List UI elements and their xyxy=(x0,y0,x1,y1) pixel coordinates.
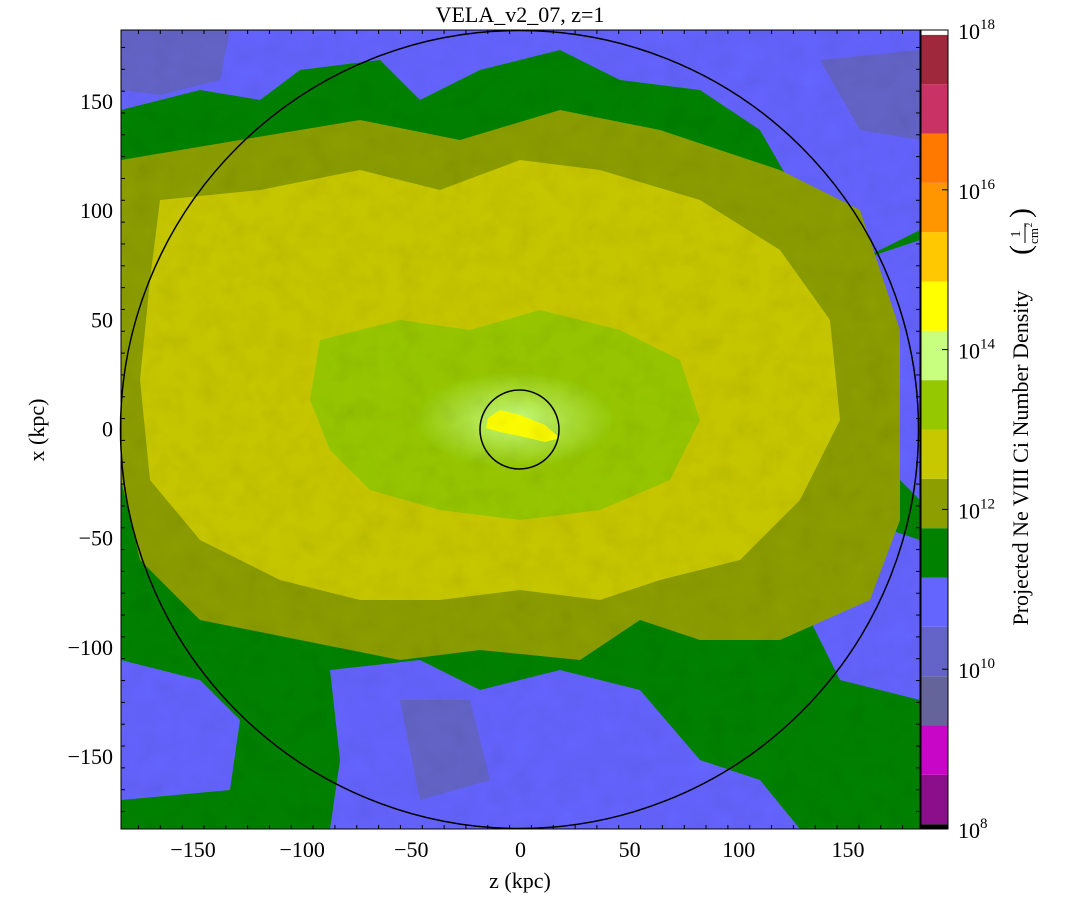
plot-frame xyxy=(120,29,921,830)
y-tick-label: 100 xyxy=(80,198,113,223)
colorbar-ticks: 1018 1016 1014 1012 1010 108 xyxy=(942,17,996,843)
y-tick-label: 150 xyxy=(80,89,113,114)
x-tick-label: −50 xyxy=(394,837,428,862)
colorbar-tick-label: 108 xyxy=(958,816,988,843)
colorbar xyxy=(921,30,948,829)
x-tick-label: 50 xyxy=(619,837,641,862)
y-tick-label: −100 xyxy=(68,635,113,660)
colorbar-tick-label: 1014 xyxy=(958,337,996,364)
y-tick-label: 50 xyxy=(91,307,113,332)
colorbar-level xyxy=(921,676,948,726)
colorbar-level xyxy=(921,232,948,282)
y-axis-ticks: 150 100 50 0 −50 −100 −150 xyxy=(68,46,920,813)
colorbar-label-group: Projected Ne VIII Ci Number Density ( 1 … xyxy=(1004,208,1041,626)
colorbar-unit: ( 1 cm 2 ) xyxy=(1004,208,1041,255)
x-tick-label: 0 xyxy=(515,837,526,862)
y-tick-label: 0 xyxy=(102,417,113,442)
map-texture xyxy=(121,30,920,829)
colorbar-level xyxy=(921,281,948,331)
y-tick-label: −50 xyxy=(79,526,113,551)
x-tick-label: 100 xyxy=(722,837,755,862)
density-map xyxy=(121,30,920,829)
x-tick-label: −100 xyxy=(279,837,324,862)
colorbar-level xyxy=(921,626,948,677)
x-tick-label: 150 xyxy=(831,837,864,862)
unit-left-paren: ( xyxy=(1004,245,1037,255)
colorbar-frame xyxy=(920,29,949,830)
colorbar-level xyxy=(921,330,948,381)
colorbar-tick-label: 1016 xyxy=(958,177,996,204)
colorbar-level xyxy=(921,478,948,529)
colorbar-level xyxy=(921,30,948,35)
inner-galaxy-circle xyxy=(479,389,560,470)
colorbar-level xyxy=(921,34,948,85)
colorbar-level xyxy=(921,380,948,430)
colorbar-label: Projected Ne VIII Ci Number Density xyxy=(1008,290,1033,625)
y-axis-label: x (kpc) xyxy=(24,399,49,462)
unit-denominator: cm xyxy=(1026,228,1041,244)
colorbar-level xyxy=(921,84,948,134)
x-tick-label: −150 xyxy=(170,837,215,862)
colorbar-tick-label: 1018 xyxy=(958,17,995,44)
colorbar-level xyxy=(921,429,948,479)
colorbar-level xyxy=(921,725,948,775)
unit-numerator: 1 xyxy=(1009,231,1024,238)
unit-exponent: 2 xyxy=(1024,223,1034,228)
y-tick-label: −150 xyxy=(68,744,113,769)
colorbar-level xyxy=(921,133,948,183)
colorbar-tick-label: 1010 xyxy=(958,656,995,683)
colorbar-level xyxy=(921,824,948,829)
unit-right-paren: ) xyxy=(1004,208,1037,218)
colorbar-level xyxy=(921,577,948,627)
x-axis-ticks: −150 −100 −50 0 50 100 150 xyxy=(137,30,904,862)
colorbar-tick-label: 1012 xyxy=(958,496,995,523)
colorbar-level xyxy=(921,528,948,578)
colorbar-level xyxy=(921,774,948,825)
chart-title: VELA_v2_07, z=1 xyxy=(436,2,605,27)
x-axis-label: z (kpc) xyxy=(489,868,551,893)
colorbar-level xyxy=(921,182,948,233)
